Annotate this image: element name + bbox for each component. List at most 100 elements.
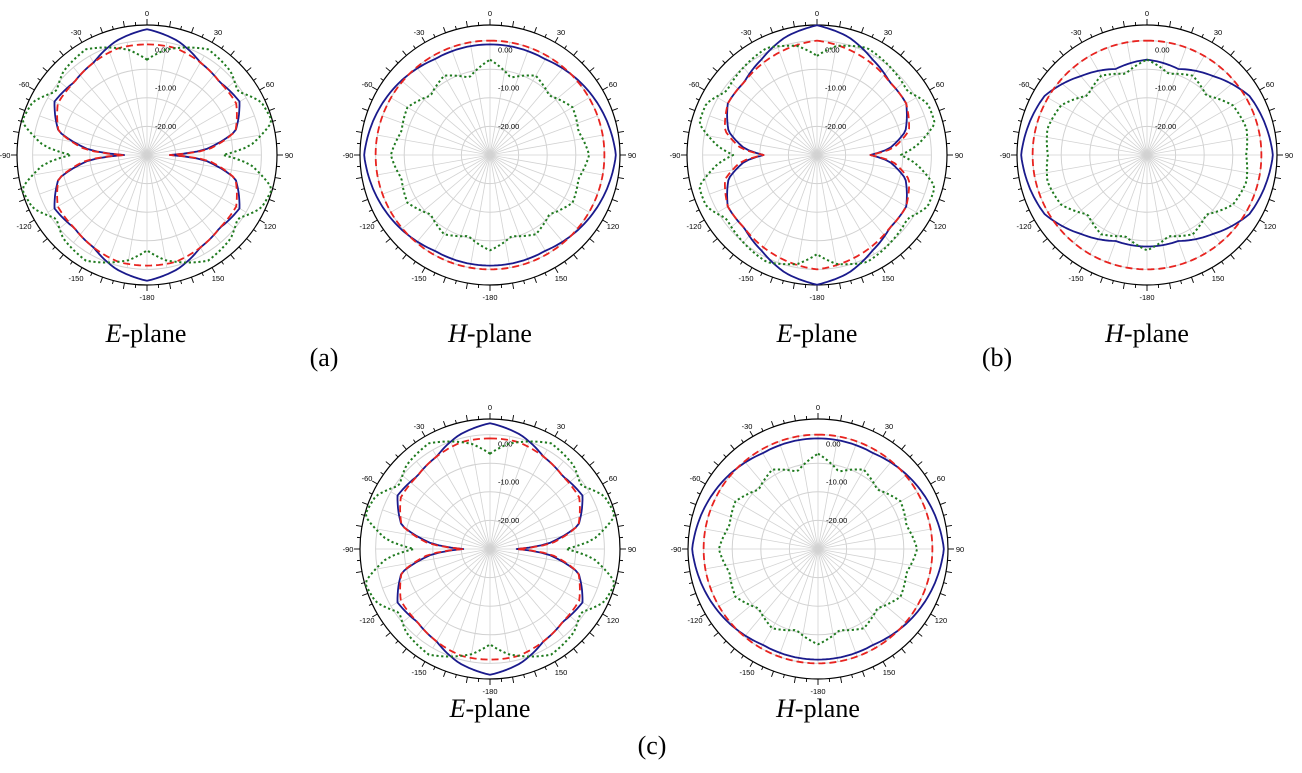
angle-tick-mark xyxy=(455,675,456,678)
angle-tick-mark xyxy=(1231,51,1235,56)
radial-tick-label: 0.00 xyxy=(498,440,513,449)
angle-tick-mark xyxy=(273,120,276,121)
angle-tick-mark xyxy=(372,481,377,484)
radial-tick-label: 0.00 xyxy=(1155,46,1170,55)
angle-tick-mark xyxy=(590,462,595,466)
angle-tick-label: 60 xyxy=(936,80,944,89)
radial-tick-label: -10.00 xyxy=(498,84,519,93)
radial-tick-label: -20.00 xyxy=(826,516,847,525)
angle-tick-mark xyxy=(841,677,842,683)
angle-tick-mark xyxy=(943,189,946,190)
angle-tick-mark xyxy=(212,268,215,273)
angle-tick-label: -120 xyxy=(688,616,703,625)
angle-tick-mark xyxy=(596,472,599,474)
angle-tick-mark xyxy=(386,462,391,466)
radial-tick-label: -20.00 xyxy=(498,122,519,131)
angle-tick-label: 30 xyxy=(214,28,222,37)
angle-tick-mark xyxy=(372,87,377,90)
radial-tick-label: -20.00 xyxy=(825,122,846,131)
angle-tick-mark xyxy=(443,27,445,33)
angle-tick-mark xyxy=(1231,255,1235,260)
angle-tick-mark xyxy=(273,189,276,190)
angle-tick-mark xyxy=(29,87,34,90)
angle-tick-mark xyxy=(1100,27,1102,33)
angle-tick-label: 30 xyxy=(884,28,892,37)
angle-tick-mark xyxy=(794,677,795,683)
angle-tick-mark xyxy=(1269,108,1275,110)
angle-tick-mark xyxy=(1222,46,1224,49)
angle-tick-mark xyxy=(730,51,734,56)
angle-tick-mark xyxy=(222,261,224,264)
angle-tick-mark xyxy=(513,283,514,289)
angle-tick-mark xyxy=(202,273,203,276)
angle-tick-mark xyxy=(935,210,938,211)
angle-tick-mark xyxy=(612,199,618,201)
radial-tick-label: -10.00 xyxy=(825,84,846,93)
h-letter: H xyxy=(775,694,796,723)
angle-tick-mark xyxy=(534,27,536,33)
angle-tick-label: 0 xyxy=(488,9,492,18)
angle-tick-label: -60 xyxy=(690,474,701,483)
angle-tick-mark xyxy=(362,108,368,110)
angle-tick-mark xyxy=(882,268,885,273)
angle-tick-mark xyxy=(1038,230,1041,232)
angle-tick-mark xyxy=(862,421,864,427)
angle-tick-label: -60 xyxy=(362,474,373,483)
angle-tick-mark xyxy=(100,27,102,33)
angle-tick-mark xyxy=(608,604,611,605)
angle-tick-mark xyxy=(1202,273,1203,276)
plane-caption-h-b: H-plane xyxy=(1104,319,1189,348)
angle-tick-mark xyxy=(762,428,763,431)
h-letter: H xyxy=(1104,319,1125,348)
angle-tick-mark xyxy=(689,514,692,515)
angle-tick-mark xyxy=(841,415,842,421)
angle-tick-mark xyxy=(872,273,873,276)
angle-tick-mark xyxy=(1079,37,1082,42)
angle-tick-mark xyxy=(123,283,124,289)
angle-tick-mark xyxy=(18,189,21,190)
angle-tick-mark xyxy=(1239,247,1241,249)
angle-tick-mark xyxy=(170,21,171,27)
angle-tick-mark xyxy=(910,641,912,643)
angle-tick-mark xyxy=(574,255,578,260)
angle-tick-label: -150 xyxy=(738,274,753,283)
angle-tick-label: -150 xyxy=(1068,274,1083,283)
angle-tick-mark xyxy=(455,281,456,284)
angle-tick-mark xyxy=(1029,87,1034,90)
angle-tick-mark xyxy=(356,525,362,526)
angle-tick-mark xyxy=(1265,99,1268,100)
angle-tick-mark xyxy=(1275,178,1281,179)
angle-tick-label: 30 xyxy=(557,28,565,37)
angle-tick-mark xyxy=(1273,120,1276,121)
angle-tick-label: 90 xyxy=(628,151,636,160)
angle-tick-mark xyxy=(770,277,772,283)
angle-tick-mark xyxy=(1060,255,1064,260)
angle-tick-label: 90 xyxy=(955,151,963,160)
angle-tick-label: 0 xyxy=(145,9,149,18)
angle-tick-mark xyxy=(852,420,853,423)
angle-tick-mark xyxy=(616,583,619,584)
panel-label-b: (b) xyxy=(982,343,1012,372)
angle-tick-mark xyxy=(608,99,611,100)
angle-tick-mark xyxy=(740,46,742,49)
angle-tick-mark xyxy=(689,199,695,201)
angle-tick-mark xyxy=(247,239,252,243)
angle-tick-mark xyxy=(19,199,25,201)
angle-tick-mark xyxy=(713,68,718,72)
angle-tick-label: 150 xyxy=(555,668,568,677)
angle-tick-mark xyxy=(1043,68,1048,72)
angle-tick-label: 60 xyxy=(937,474,945,483)
angle-tick-mark xyxy=(590,68,595,72)
angle-tick-mark xyxy=(70,46,72,49)
angle-tick-mark xyxy=(534,277,536,283)
angle-tick-mark xyxy=(603,87,608,90)
angle-tick-mark xyxy=(369,493,372,494)
radial-tick-label: -10.00 xyxy=(498,478,519,487)
angle-tick-mark xyxy=(422,268,425,273)
angle-tick-mark xyxy=(782,281,783,284)
angle-tick-mark xyxy=(434,428,435,431)
angle-tick-mark xyxy=(265,210,268,211)
angle-tick-mark xyxy=(936,493,939,494)
angle-tick-mark xyxy=(545,273,546,276)
angle-tick-mark xyxy=(582,641,584,643)
